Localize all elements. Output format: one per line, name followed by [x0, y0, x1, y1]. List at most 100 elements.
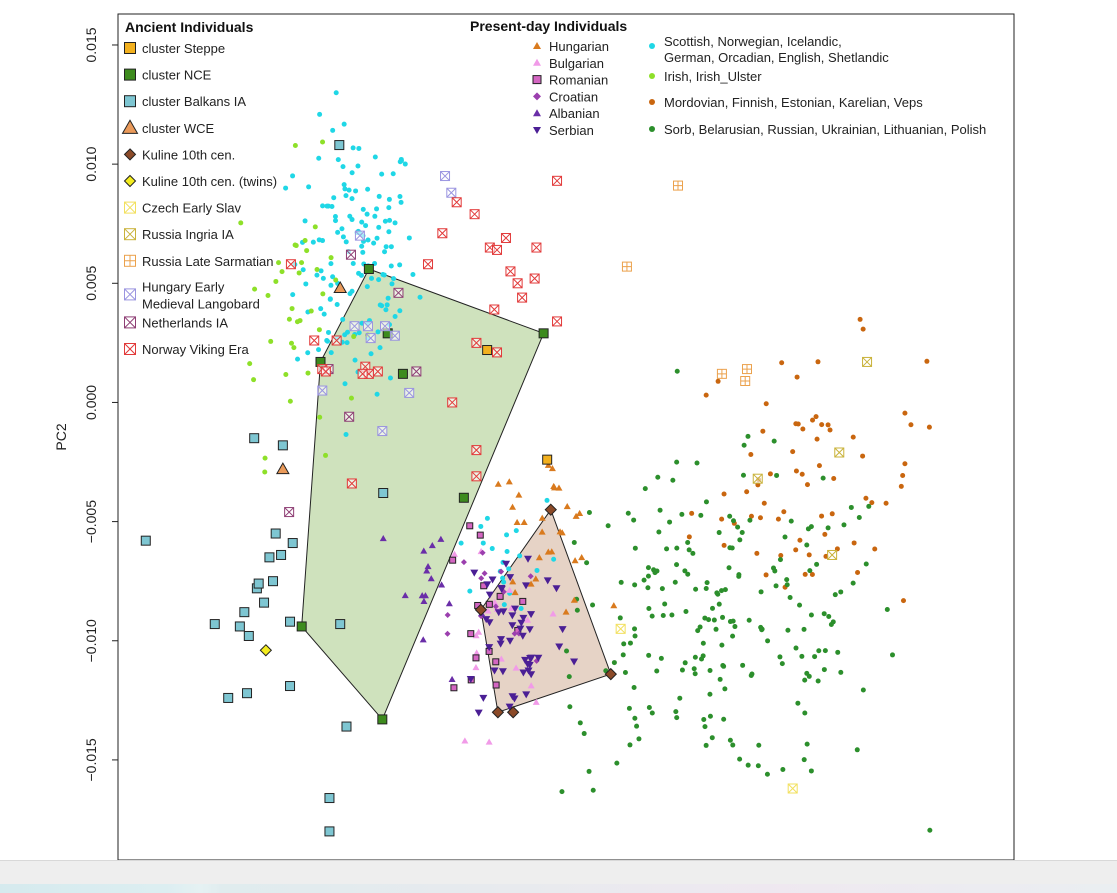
present-albanian-point-shape — [379, 535, 387, 542]
present-scottish-point-shape — [349, 196, 355, 202]
present-scottish-point-shape — [480, 540, 486, 546]
present-sorb-point — [627, 742, 633, 748]
present-scottish-point — [290, 173, 296, 179]
present-mordovian-point — [721, 542, 727, 548]
hungary-early-medieval-langobard-point — [354, 230, 365, 241]
present-romanian-point — [485, 600, 493, 608]
present-bulgarian-point-shape — [532, 698, 540, 705]
present-sorb-point — [784, 577, 790, 583]
present-sorb-point — [838, 669, 844, 675]
legend-netherlands-ia-label: Netherlands IA — [142, 315, 228, 330]
norway-viking-era-point — [285, 259, 296, 270]
present-scottish-point — [360, 206, 366, 212]
legend-cluster-nce: cluster NCE — [124, 68, 212, 83]
present-mordovian-point — [781, 509, 787, 515]
present-scottish-point — [544, 497, 550, 503]
present-scottish-point — [349, 217, 355, 223]
legend-kuline-10th-cen-twins--label: Kuline 10th cen. (twins) — [142, 174, 277, 189]
present-mordovian-point-shape — [703, 392, 709, 398]
present-scottish-point — [518, 605, 524, 611]
present-hungarian-point — [515, 491, 523, 498]
present-scottish-point-shape — [484, 515, 490, 521]
present-irish-point-shape — [283, 371, 289, 377]
present-bulgarian-point-shape — [549, 610, 557, 617]
norway-viking-era-point — [552, 316, 563, 327]
present-scottish-point — [341, 121, 347, 127]
present-mordovian-point — [851, 540, 857, 546]
present-sorb-point — [717, 676, 723, 682]
present-scottish-point-shape — [365, 237, 371, 243]
present-irish-point — [304, 248, 310, 254]
present-sorb-point-shape — [707, 668, 713, 674]
present-serbian-point — [534, 654, 543, 662]
hungary-early-medieval-langobard-point — [362, 321, 373, 332]
present-scottish-point-shape — [328, 350, 334, 356]
present-hungarian-point — [538, 528, 546, 535]
czech-early-slav-point-cross — [615, 623, 626, 634]
present-scottish-point — [355, 163, 361, 169]
present-sorb-point — [784, 582, 790, 588]
present-serbian-point-shape — [555, 643, 564, 651]
present-sorb-point — [856, 515, 862, 521]
present-bulgarian-point-shape — [475, 628, 483, 635]
present-sorb-point-shape — [674, 368, 680, 374]
present-mordovian-point-shape — [744, 489, 750, 495]
legend-cluster-wce-swatch — [121, 119, 139, 134]
present-mordovian-point — [790, 449, 796, 455]
legend-present-mordovian-swatch-shape — [649, 99, 655, 105]
legend-russia-late-sarmatian-swatch — [124, 254, 136, 267]
present-bulgarian-point-shape — [512, 664, 520, 671]
present-irish-point — [302, 238, 308, 244]
present-mordovian-point-shape — [761, 500, 767, 506]
present-sorb-point-shape — [692, 654, 698, 660]
present-serbian-point — [474, 709, 483, 717]
present-sorb-point — [646, 652, 652, 658]
present-croatian-point — [511, 630, 518, 637]
present-sorb-point — [719, 588, 725, 594]
present-mordovian-point-shape — [760, 428, 766, 434]
present-croatian-point-shape — [478, 575, 485, 582]
present-serbian-point — [524, 667, 533, 675]
present-scottish-point — [320, 203, 326, 209]
present-scottish-point — [381, 272, 387, 278]
present-mordovian-point — [763, 401, 769, 407]
present-serbian-point-shape — [526, 654, 535, 662]
present-scottish-point-shape — [340, 234, 346, 240]
present-sorb-point — [727, 545, 733, 551]
legend-cluster-wce-label: cluster WCE — [142, 121, 215, 136]
present-sorb-point — [756, 742, 762, 748]
present-mordovian-point — [815, 359, 821, 365]
present-sorb-point-shape — [788, 518, 794, 524]
present-scottish-point — [359, 243, 365, 249]
present-scottish-point-shape — [356, 330, 362, 336]
russia-ingria-ia-point — [834, 447, 845, 458]
present-serbian-point-shape — [485, 619, 494, 627]
present-scottish-point-shape — [551, 556, 557, 562]
present-mordovian-point-shape — [924, 358, 930, 364]
present-sorb-point — [654, 668, 660, 674]
present-irish-point — [317, 414, 323, 420]
present-scottish-point-shape — [349, 217, 355, 223]
present-mordovian-point-shape — [806, 552, 812, 558]
present-sorb-point-shape — [784, 577, 790, 583]
present-scottish-point-shape — [387, 375, 393, 381]
cluster-balkans-ia-point-shape — [140, 535, 151, 546]
present-serbian-point-shape — [525, 661, 534, 669]
present-sorb-point — [649, 710, 655, 716]
present-bulgarian-point — [512, 664, 520, 671]
present-mordovian-point — [822, 531, 828, 537]
cluster-wce-point-shape — [276, 462, 290, 475]
present-sorb-point-shape — [748, 673, 754, 679]
present-bulgarian-point — [491, 598, 499, 606]
present-sorb-point-shape — [571, 539, 577, 545]
present-scottish-point-shape — [325, 338, 331, 344]
present-hungarian-point-shape — [563, 502, 571, 510]
present-scottish-point-shape — [333, 90, 339, 96]
present-hungarian-point — [570, 596, 578, 603]
cluster-balkans-ia-point-shape — [253, 578, 264, 589]
cluster-balkans-ia-point — [223, 692, 234, 703]
present-scottish-point-shape — [376, 277, 382, 283]
present-scottish-point — [480, 540, 486, 546]
legend-hungary-early-medieval-langobard-swatch — [124, 288, 136, 301]
present-sorb-point-shape — [632, 626, 638, 632]
